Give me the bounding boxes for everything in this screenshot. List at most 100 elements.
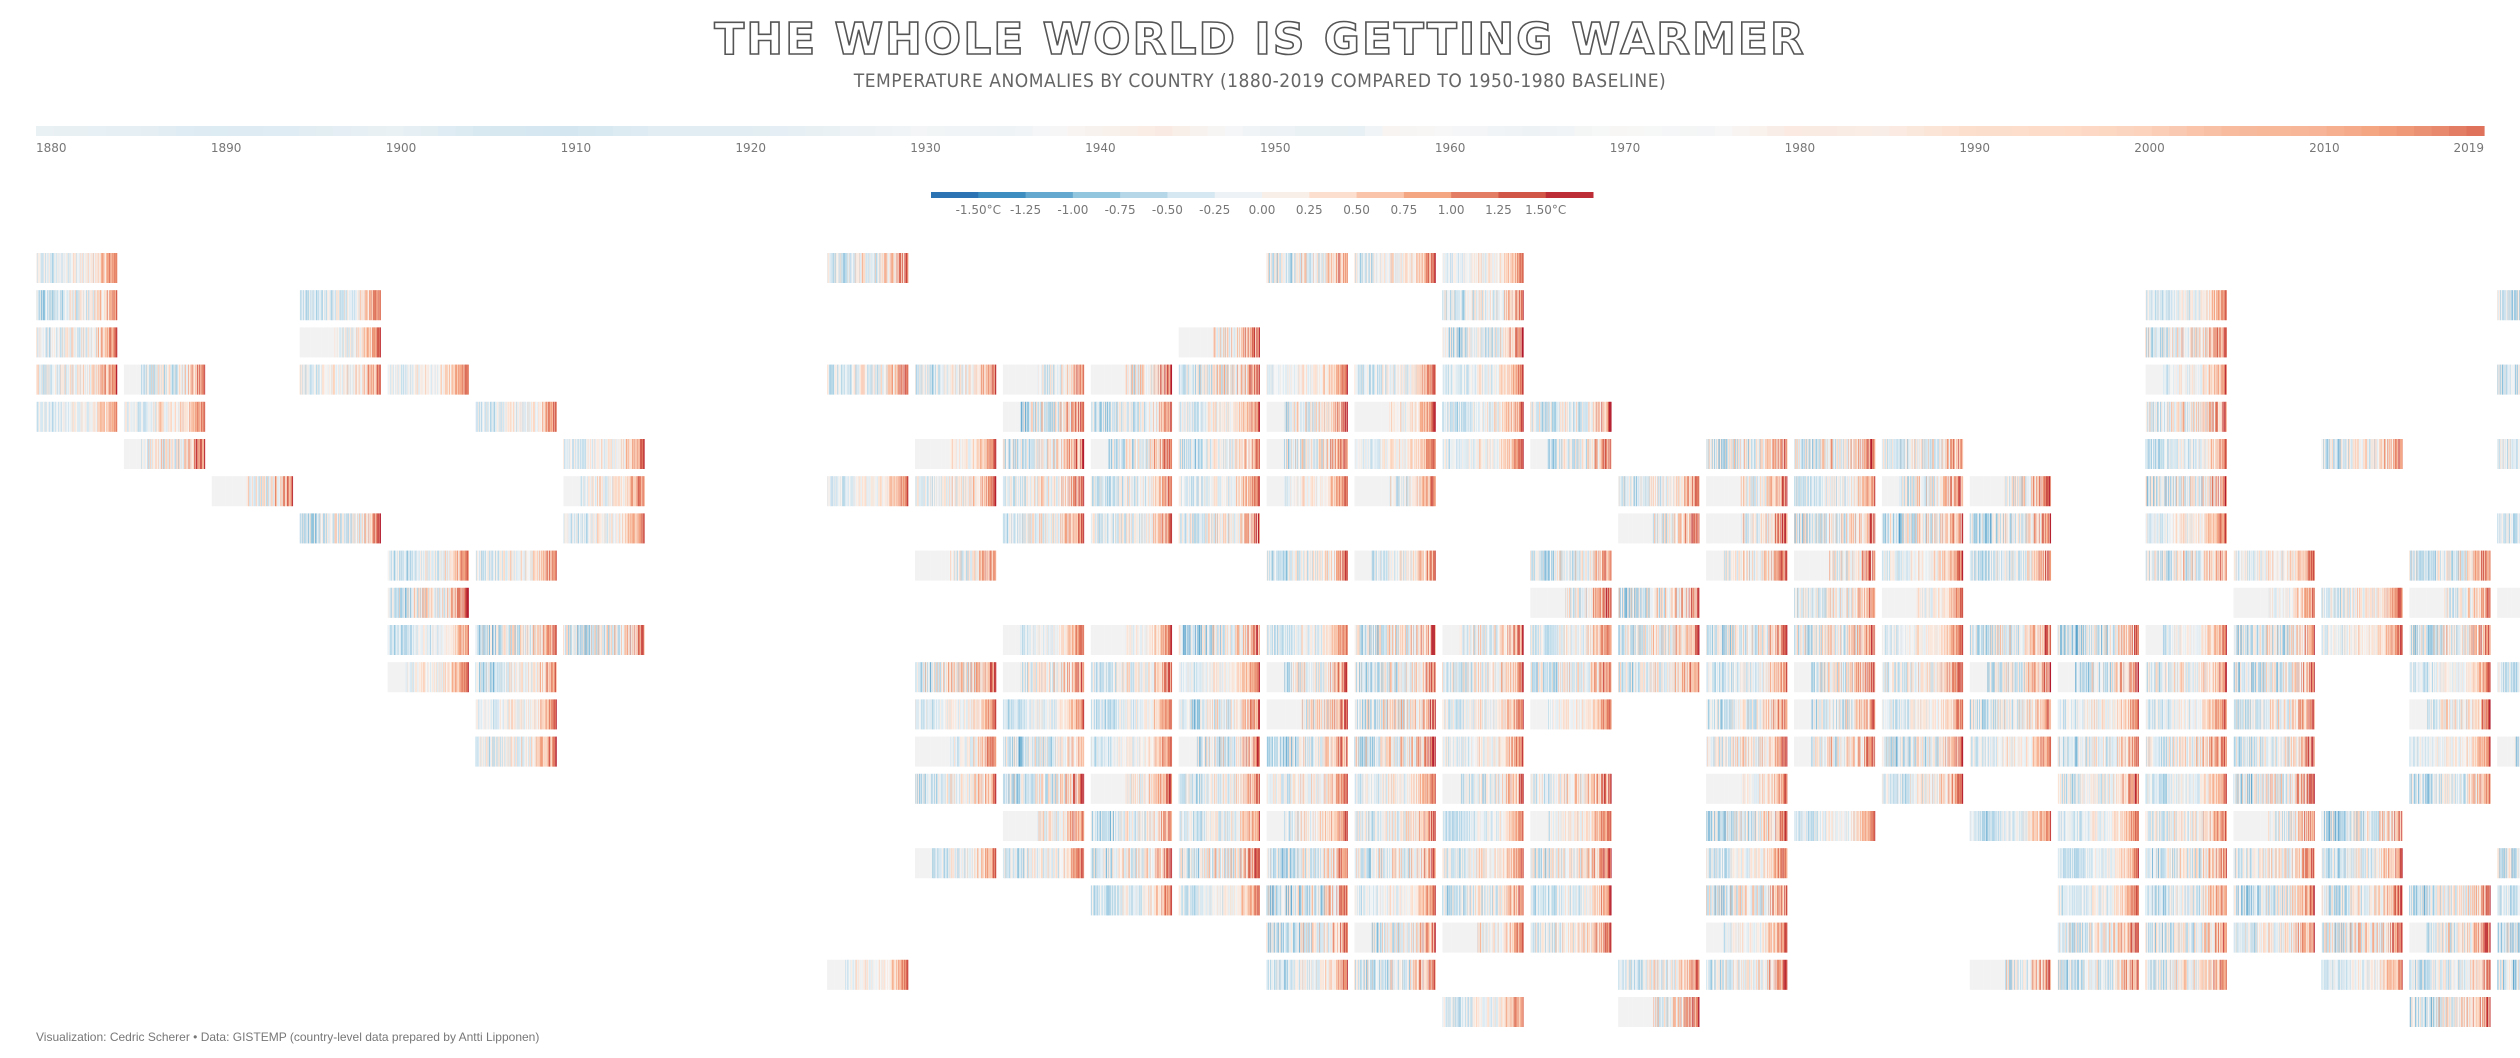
- tile-stripe: [224, 476, 226, 507]
- tile-stripe: [177, 439, 179, 469]
- tile-stripe: [299, 290, 301, 321]
- tile-stripe: [51, 401, 53, 432]
- tile-stripe: [175, 364, 177, 395]
- tile-stripe: [111, 364, 113, 395]
- tile-stripe: [97, 327, 99, 358]
- tile-stripe: [54, 401, 56, 432]
- tile-stripe: [350, 327, 351, 358]
- tile-stripe: [170, 401, 172, 432]
- tile-stripe: [170, 439, 172, 469]
- tile-stripe: [158, 364, 160, 395]
- tile-stripe: [194, 439, 196, 469]
- tile-stripe: [58, 327, 60, 358]
- tile-stripe: [41, 364, 43, 395]
- tile-stripe: [145, 439, 147, 469]
- global-stripe: [1120, 126, 1139, 136]
- tile-stripe: [103, 401, 104, 432]
- tile-stripe: [281, 476, 283, 507]
- tile-stripe: [95, 290, 96, 321]
- tile-stripe: [91, 364, 93, 395]
- tile-stripe: [123, 439, 125, 469]
- tile-stripe: [106, 290, 107, 321]
- tile-stripe: [367, 290, 369, 321]
- tile-stripe: [338, 327, 340, 358]
- tile-stripe: [88, 253, 89, 283]
- tile-stripe: [248, 476, 250, 507]
- tile-stripe: [68, 401, 70, 432]
- tile-stripe: [310, 290, 311, 321]
- tile-stripe: [125, 364, 127, 395]
- tile-stripe: [82, 290, 84, 321]
- tile-stripe: [245, 476, 247, 507]
- tile-stripe: [164, 439, 166, 469]
- tile-stripe: [215, 476, 217, 507]
- tile-stripe: [49, 253, 51, 283]
- tile-stripe: [282, 476, 284, 507]
- tile-stripe: [555, 699, 557, 730]
- chart-subtitle: TEMPERATURE ANOMALIES BY COUNTRY (1880-2…: [0, 70, 2520, 92]
- tile-stripe: [202, 401, 203, 432]
- tile-stripe: [266, 476, 268, 507]
- tile-stripe: [63, 327, 65, 358]
- tile-stripe: [111, 253, 113, 283]
- tile-stripe: [315, 327, 317, 358]
- tile-stripe: [37, 327, 38, 358]
- global-stripe: [2134, 126, 2153, 136]
- tile-stripe: [158, 439, 160, 469]
- tile-stripe: [138, 439, 140, 469]
- tile-stripe: [71, 253, 73, 283]
- tile-stripe: [256, 476, 258, 507]
- tile-stripe: [146, 439, 148, 469]
- tile-stripe: [106, 290, 108, 321]
- legend-swatch: [1403, 192, 1452, 198]
- tile-stripe: [326, 364, 328, 395]
- tile-stripe: [38, 401, 40, 432]
- tile-stripe: [322, 327, 324, 358]
- tile-stripe: [94, 364, 96, 395]
- tile-stripe: [352, 290, 354, 321]
- tile-stripe: [77, 290, 79, 321]
- tile-stripe: [181, 439, 183, 469]
- tile-stripe: [300, 327, 302, 358]
- tile-stripe: [345, 327, 347, 358]
- tile-stripe: [369, 327, 370, 358]
- tile-stripe: [343, 327, 344, 358]
- tile-stripe: [271, 476, 273, 507]
- tile-stripe: [42, 290, 44, 321]
- tile-stripe: [370, 327, 372, 358]
- global-stripe: [2326, 126, 2345, 136]
- tile-stripe: [303, 327, 305, 358]
- tile-stripe: [78, 253, 80, 283]
- tile-stripe: [77, 253, 78, 283]
- tile-stripe: [159, 364, 161, 395]
- tile-stripe: [303, 364, 305, 395]
- tile-stripe: [137, 364, 139, 395]
- tile-stripe: [65, 327, 67, 358]
- tile-stripe: [41, 290, 43, 321]
- tile-stripe: [87, 253, 89, 283]
- global-stripe: [2081, 126, 2100, 136]
- tile-stripe: [302, 327, 304, 358]
- tile-stripe: [164, 401, 166, 432]
- tile-stripe: [96, 401, 97, 432]
- tile-stripe: [329, 290, 331, 321]
- tile-stripe: [203, 401, 204, 432]
- tile-stripe: [198, 364, 200, 395]
- tile-stripe: [278, 476, 280, 507]
- country-tile: [387, 550, 469, 581]
- tile-stripe: [52, 253, 54, 283]
- tile-stripe: [140, 401, 142, 432]
- tile-stripe: [61, 364, 63, 395]
- tile-stripe: [318, 327, 320, 358]
- tile-stripe: [182, 401, 184, 432]
- global-stripe: [1015, 126, 1034, 136]
- tile-stripe: [321, 290, 322, 321]
- tile-stripe: [80, 364, 82, 395]
- tile-stripe: [59, 364, 61, 395]
- global-stripe: [368, 126, 387, 136]
- tile-stripe: [299, 327, 301, 358]
- tile-stripe: [247, 476, 248, 507]
- tile-stripe: [195, 439, 196, 469]
- tile-stripe: [303, 290, 304, 321]
- tile-stripe: [334, 290, 336, 321]
